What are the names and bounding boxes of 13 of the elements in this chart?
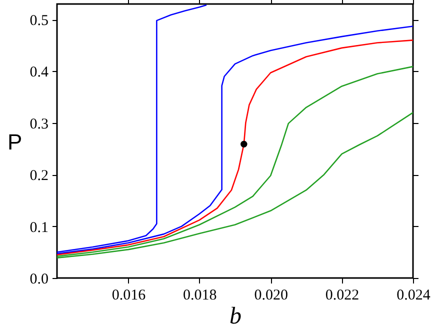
x-axis-title: b xyxy=(230,304,242,330)
y-tick-label: 0.0 xyxy=(30,272,48,288)
y-axis-title: P xyxy=(8,130,22,154)
y-tick-label: 0.5 xyxy=(30,13,48,30)
y-tick-label: 0.2 xyxy=(30,168,48,184)
y-tick-label: 0.4 xyxy=(30,64,49,81)
x-tick-label: 0.016 xyxy=(112,288,146,304)
x-tick-label: 0.024 xyxy=(396,288,431,304)
x-tick-label: 0.022 xyxy=(325,288,360,304)
x-tick-label: 0.020 xyxy=(254,288,288,304)
y-tick-label: 0.3 xyxy=(30,116,48,132)
x-tick-label: 0.018 xyxy=(183,288,217,304)
y-tick-label: 0.1 xyxy=(30,220,48,236)
